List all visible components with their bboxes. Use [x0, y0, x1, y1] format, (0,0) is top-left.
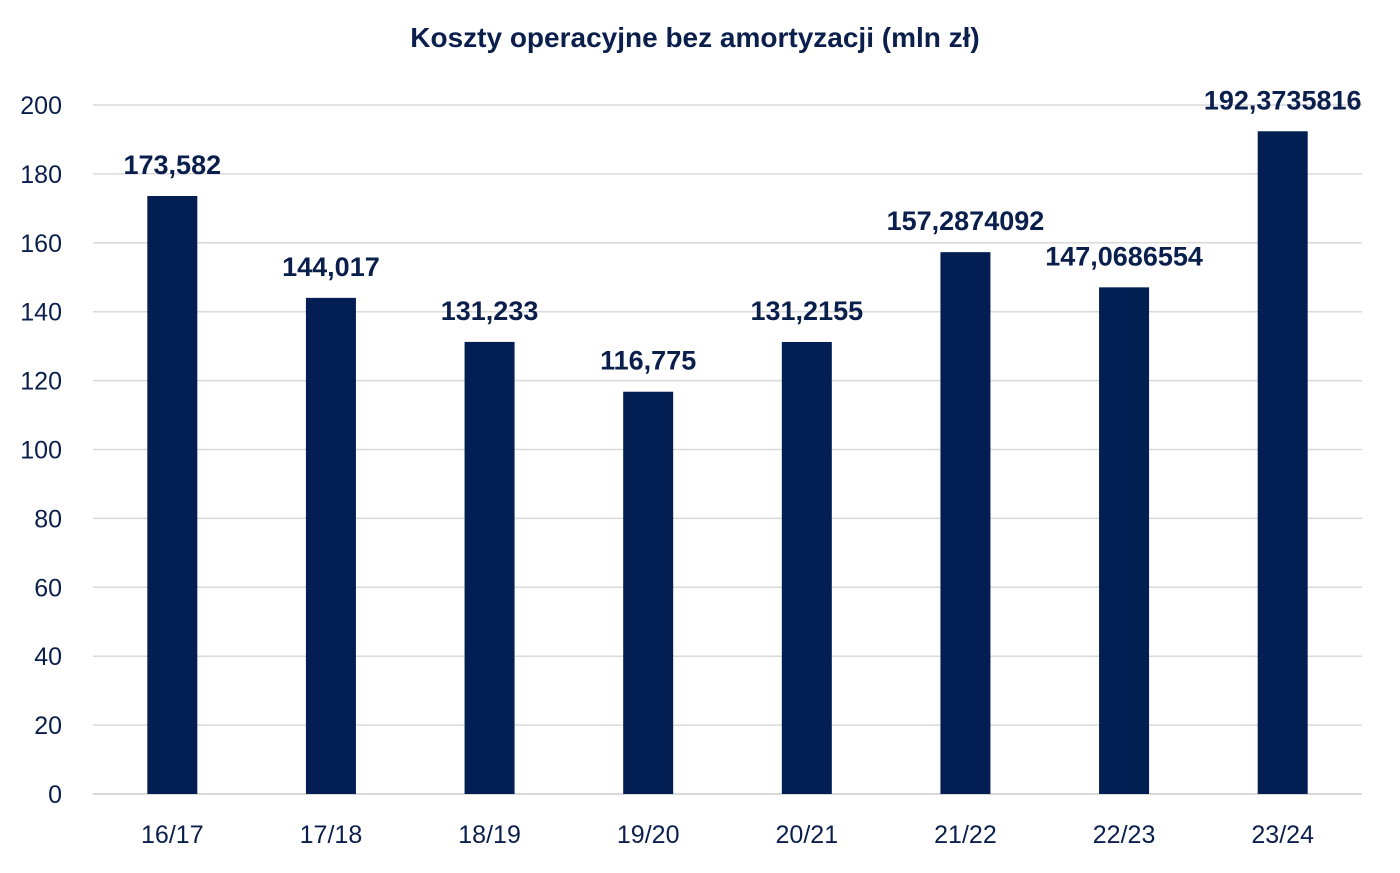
bar [623, 391, 674, 794]
y-axis-ticks: 0 20 40 60 80 100 120 140 160 180 200 [20, 92, 62, 809]
y-tick-label: 100 [20, 437, 62, 465]
x-axis-ticks: 16/17 17/18 18/19 19/20 20/21 21/22 22/23 23/24 [141, 821, 1314, 849]
x-tick-label: 22/23 [1093, 821, 1156, 849]
data-label: 147,0686554 [1045, 241, 1203, 271]
bar [1099, 287, 1150, 794]
bar [147, 196, 198, 794]
data-label: 144,017 [282, 252, 380, 282]
y-tick-label: 80 [34, 505, 62, 533]
y-tick-label: 60 [34, 574, 62, 602]
bar [305, 297, 356, 794]
data-label: 192,3735816 [1204, 85, 1362, 115]
x-tick-label: 18/19 [458, 821, 521, 849]
y-tick-label: 40 [34, 643, 62, 671]
y-tick-label: 140 [20, 299, 62, 327]
y-tick-label: 200 [20, 92, 62, 120]
x-tick-label: 17/18 [300, 821, 363, 849]
bar [1257, 131, 1308, 794]
y-tick-label: 20 [34, 712, 62, 740]
data-label: 157,2874092 [887, 206, 1045, 236]
x-tick-label: 19/20 [617, 821, 680, 849]
x-tick-label: 23/24 [1251, 821, 1314, 849]
data-label: 173,582 [124, 150, 222, 180]
y-tick-label: 120 [20, 368, 62, 396]
bars [147, 131, 1308, 794]
data-labels: 173,582 144,017 131,233 116,775 131,2155 157,… [124, 85, 1362, 375]
y-tick-label: 0 [48, 781, 62, 809]
bar [940, 252, 991, 794]
x-tick-label: 21/22 [934, 821, 997, 849]
bar [781, 341, 832, 794]
y-tick-label: 160 [20, 230, 62, 258]
bar [464, 341, 515, 794]
y-tick-label: 180 [20, 161, 62, 189]
x-tick-label: 20/21 [776, 821, 839, 849]
data-label: 131,2155 [751, 296, 864, 326]
gridlines [93, 104, 1362, 795]
x-tick-label: 16/17 [141, 821, 204, 849]
data-label: 116,775 [600, 346, 696, 376]
chart-title: Koszty operacyjne bez amortyzacji (mln z… [410, 22, 980, 53]
data-label: 131,233 [441, 296, 539, 326]
